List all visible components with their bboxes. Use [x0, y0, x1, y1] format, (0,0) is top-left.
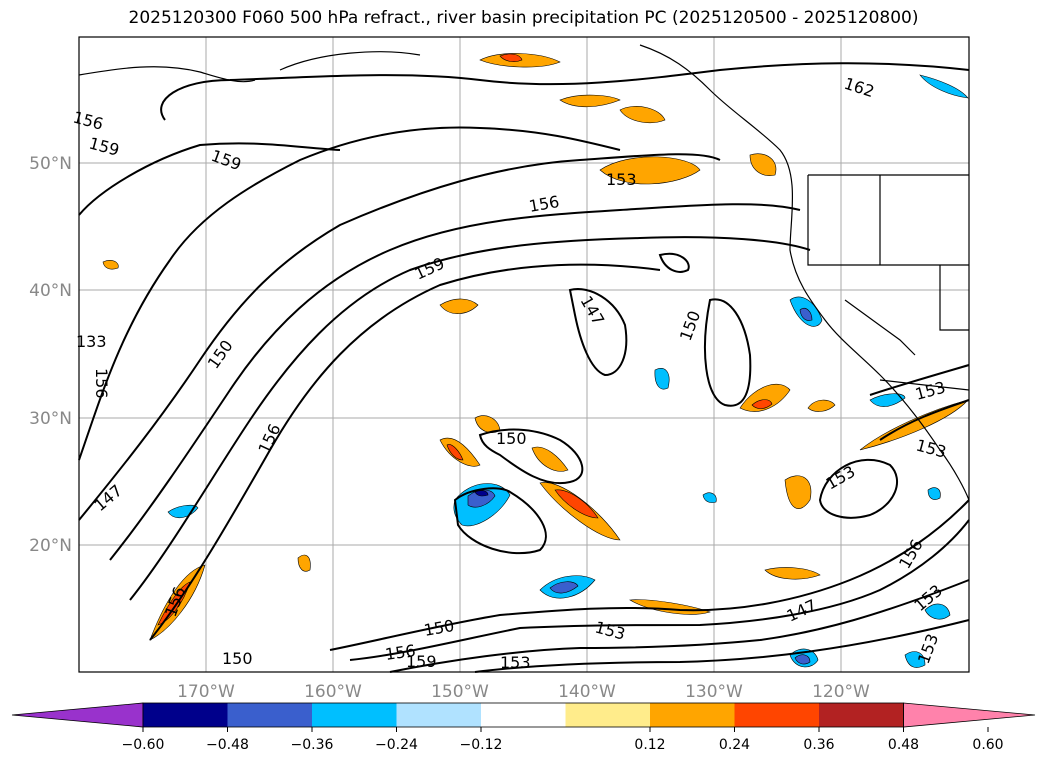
- contour-label: 150: [496, 429, 527, 448]
- colorbar-segment: [734, 703, 819, 727]
- coastlines: [78, 44, 970, 501]
- lat-label: 40°N: [29, 281, 72, 301]
- colorbar-segment: [650, 703, 735, 727]
- colorbar-segment: [396, 703, 481, 727]
- lon-label: 140°W: [558, 682, 616, 702]
- contour-label: 159: [406, 652, 437, 671]
- graticule: [79, 37, 969, 672]
- colorbar-tick-label: 0.48: [888, 737, 919, 753]
- colorbar-segment: [312, 703, 397, 727]
- lon-label: 160°W: [304, 682, 362, 702]
- colorbar: −0.60 −0.48 −0.36 −0.24 −0.12 0.12 0.24 0.36 0.4…: [11, 702, 1036, 753]
- contour-label: 156: [384, 641, 417, 664]
- colorbar-tick-label: −0.60: [122, 737, 165, 753]
- contour-label: 153: [500, 653, 531, 672]
- longitude-labels: 170°W 160°W 150°W 140°W 130°W 120°W: [177, 682, 870, 702]
- colorbar-tick-label: −0.24: [375, 737, 418, 753]
- latitude-labels: 50°N 40°N 30°N 20°N: [29, 154, 72, 556]
- contour-label: 133: [76, 332, 107, 351]
- colorbar-segment: [227, 703, 312, 727]
- colorbar-extend-min: [11, 702, 144, 728]
- colorbar-segment: [143, 703, 228, 727]
- colorbar-border: [142, 702, 904, 728]
- contour-label: 150: [222, 649, 253, 668]
- colorbar-segment: [565, 703, 650, 727]
- colorbar-tick-label: 0.60: [972, 737, 1003, 753]
- lon-label: 120°W: [812, 682, 870, 702]
- refractivity-contours: [78, 62, 970, 673]
- contour-label: 156: [92, 368, 111, 399]
- colorbar-segment: [481, 703, 566, 727]
- lat-label: 20°N: [29, 536, 72, 556]
- colorbar-tick-label: −0.36: [291, 737, 334, 753]
- lon-label: 130°W: [685, 682, 743, 702]
- lon-label: 150°W: [431, 682, 489, 702]
- contour-label: 153: [606, 170, 637, 189]
- map-frame: [78, 36, 970, 673]
- colorbar-extend-max: [903, 702, 1036, 728]
- colorbar-segment: [819, 703, 904, 727]
- map-title: 2025120300 F060 500 hPa refract., river …: [128, 8, 919, 28]
- colorbar-tick-label: −0.48: [206, 737, 249, 753]
- colorbar-tick-label: 0.24: [719, 737, 750, 753]
- colorbar-tick-label: −0.12: [460, 737, 503, 753]
- colorbar-tick-label: 0.36: [803, 737, 834, 753]
- lon-label: 170°W: [177, 682, 235, 702]
- colorbar-tick-label: 0.12: [634, 737, 665, 753]
- lat-label: 50°N: [29, 154, 72, 174]
- lat-label: 30°N: [29, 409, 72, 429]
